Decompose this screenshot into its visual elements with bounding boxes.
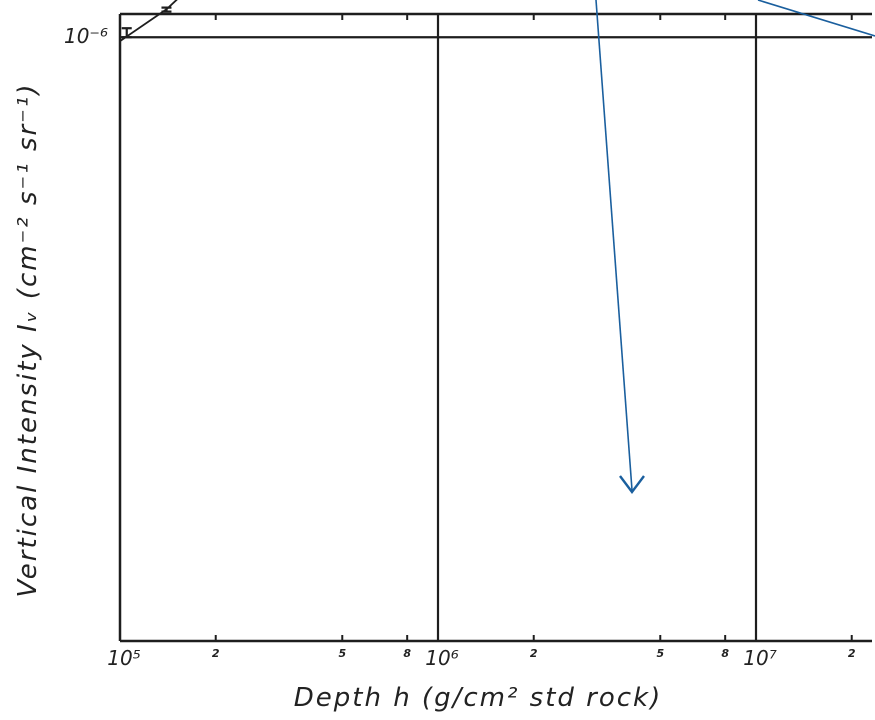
data-points: [121, 6, 172, 39]
data-point: [121, 27, 132, 39]
x-minor-tick-label: 5: [338, 647, 346, 660]
x-tick-label: 10⁷: [743, 646, 776, 670]
x-axis-label: Depth h (g/cm² std rock): [294, 683, 663, 713]
grid: [120, 14, 872, 641]
x-minor-tick-label: 8: [403, 647, 411, 660]
x-minor-tick-label: 2: [848, 647, 856, 660]
x-minor-tick-label: 2: [212, 647, 220, 660]
plot-frame: [118, 12, 872, 643]
y-tick-labels: 10⁻⁶10⁻⁷10⁻⁸10⁻⁹10⁻¹⁰10⁻¹¹10⁻¹²10⁻¹³: [64, 24, 108, 48]
x-tick-label: 10⁶: [425, 646, 458, 670]
x-minor-tick-label: 5: [656, 647, 664, 660]
fit-curve-line: [119, 0, 178, 42]
x-minor-tick-label: 8: [721, 647, 729, 660]
y-tick-label: 10⁻⁶: [64, 24, 108, 48]
annotation-arrows: [595, 0, 875, 494]
x-minor-tick-label: 2: [530, 647, 538, 660]
annotation-arrow-line: [595, 0, 633, 491]
fit-curve: [119, 0, 178, 42]
x-tick-labels: 10⁵ 10⁶ 10⁷ 2 5 8 2 5 8 2: [107, 646, 856, 670]
annotation-arrowhead: [619, 475, 645, 494]
y-axis-label: Vertical Intensity Iᵥ (cm⁻² s⁻¹ sr⁻¹): [13, 83, 43, 598]
annotation-arrow-line-secondary: [757, 0, 875, 37]
data-point: [161, 6, 172, 13]
x-tick-label: 10⁵: [107, 646, 140, 670]
